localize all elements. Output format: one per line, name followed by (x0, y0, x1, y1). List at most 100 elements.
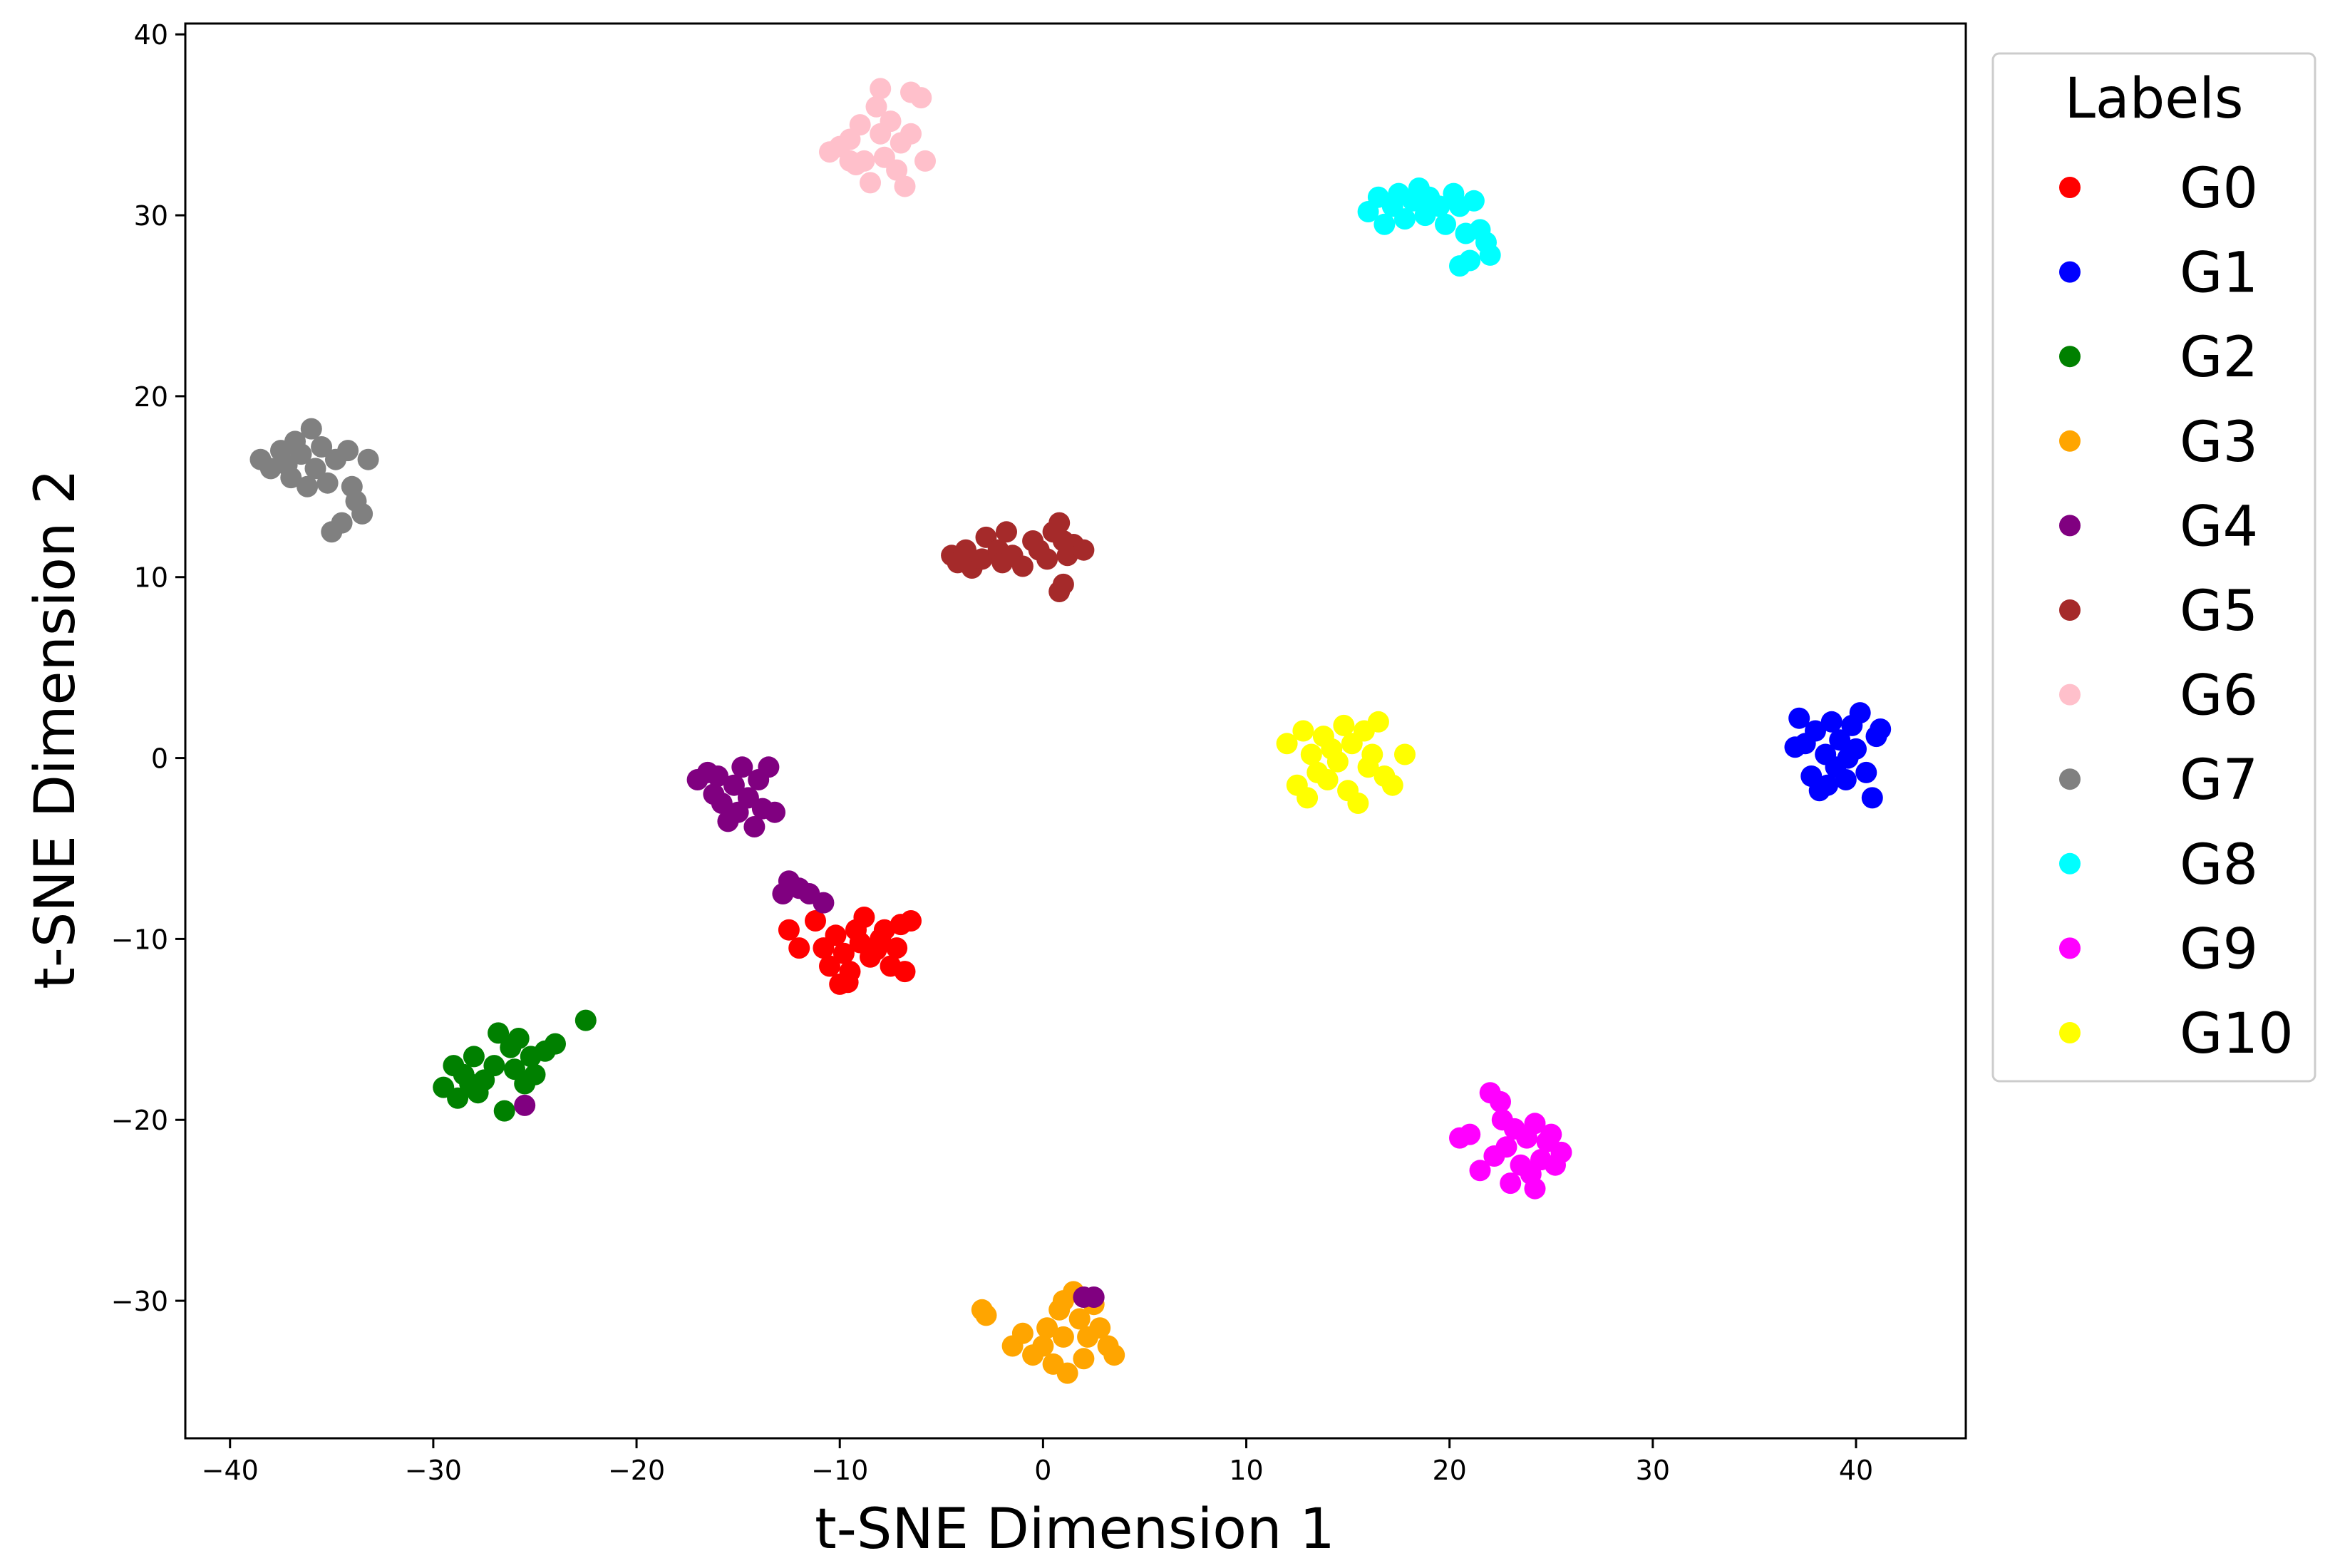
point-g0-19 (900, 910, 922, 932)
point-g3-19 (1052, 1290, 1074, 1312)
legend-marker-g0 (2059, 177, 2081, 198)
point-g6-15 (910, 87, 932, 109)
point-g3-10 (1056, 1362, 1078, 1384)
point-g4-4 (711, 793, 733, 814)
point-g5-20 (1052, 573, 1074, 595)
point-g2-9 (493, 1100, 515, 1122)
point-g8-10 (1428, 195, 1450, 217)
legend-label-g1: G1 (2180, 242, 2258, 306)
point-g1-9 (1835, 769, 1857, 790)
legend-label-g3: G3 (2180, 411, 2258, 475)
point-g5-10 (1011, 555, 1034, 577)
point-g3-18 (1103, 1344, 1125, 1366)
legend-label-g8: G8 (2180, 833, 2258, 897)
point-g0-14 (873, 919, 895, 941)
point-g0-0 (778, 919, 800, 941)
point-g4-14 (764, 801, 785, 823)
legend-marker-g5 (2059, 599, 2081, 621)
point-g9-5 (1490, 1090, 1511, 1113)
x-tick-label-7: 30 (1636, 1455, 1670, 1486)
point-g1-8 (1829, 729, 1851, 751)
point-g4-8 (731, 756, 753, 778)
point-g0-7 (833, 942, 855, 964)
legend: Labels G0 G1 G2 G3 G4 G5 G6 G7 G8 G9 G10 (1991, 52, 2316, 1083)
point-g1-0 (1788, 707, 1810, 729)
x-tick-label-3: −10 (811, 1455, 868, 1486)
point-g3-9 (1052, 1326, 1074, 1348)
point-g7-7 (297, 475, 319, 497)
x-tick-label-5: 10 (1229, 1455, 1263, 1486)
point-g7-18 (351, 502, 373, 525)
point-g10-16 (1361, 743, 1383, 765)
point-g9-17 (1550, 1141, 1572, 1163)
point-g4-10 (743, 816, 766, 837)
point-g8-15 (1463, 190, 1485, 212)
y-tick-label-5: 20 (134, 381, 168, 413)
point-g7-15 (337, 440, 359, 462)
x-axis-title: t-SNE Dimension 1 (815, 1497, 1335, 1562)
point-g6-6 (860, 172, 881, 194)
point-g9-19 (1491, 1109, 1513, 1131)
point-g2-12 (507, 1028, 530, 1049)
x-tick-label-4: 0 (1034, 1455, 1051, 1486)
point-g10-10 (1333, 714, 1355, 736)
point-g10-20 (1394, 743, 1416, 765)
point-g6-13 (894, 175, 916, 197)
point-g0-21 (865, 939, 887, 961)
point-g6-18 (870, 78, 892, 100)
point-g0-16 (886, 937, 908, 959)
x-tick-label-2: −20 (608, 1455, 665, 1486)
point-g10-2 (1292, 720, 1314, 742)
point-g6-10 (880, 110, 902, 133)
point-g1-18 (1817, 774, 1839, 796)
point-g10-17 (1367, 711, 1389, 733)
legend-marker-g4 (2059, 515, 2081, 537)
point-g0-4 (819, 955, 840, 977)
point-g0-18 (894, 961, 916, 983)
point-g4-22 (1083, 1286, 1105, 1308)
point-g0-20 (837, 971, 859, 994)
point-g9-6 (1495, 1136, 1517, 1158)
legend-marker-g2 (2059, 346, 2081, 368)
point-g0-5 (825, 924, 847, 947)
point-g6-17 (900, 123, 922, 145)
point-g1-6 (1820, 711, 1842, 733)
point-g10-4 (1300, 743, 1322, 765)
point-g6-11 (886, 159, 908, 181)
point-g8-2 (1373, 213, 1396, 235)
legend-marker-g8 (2059, 852, 2081, 875)
point-g7-19 (357, 448, 379, 470)
point-g10-9 (1326, 751, 1349, 773)
point-g9-7 (1500, 1172, 1522, 1195)
point-g0-11 (853, 907, 875, 928)
point-g2-2 (447, 1087, 469, 1109)
point-g8-5 (1394, 208, 1416, 230)
point-g5-2 (955, 539, 976, 561)
legend-marker-g9 (2059, 937, 2081, 959)
legend-frame (1991, 52, 2316, 1083)
legend-label-g9: G9 (2180, 917, 2258, 981)
point-g5-4 (971, 548, 993, 570)
point-g6-4 (849, 114, 871, 136)
x-tick-label-6: 20 (1433, 1455, 1467, 1486)
point-g10-7 (1316, 769, 1339, 790)
legend-label-g4: G4 (2180, 495, 2258, 559)
point-g3-5 (1032, 1335, 1054, 1357)
point-g7-11 (316, 472, 339, 494)
y-axis-ticks: −30 −20 −10 0 10 20 30 40 (111, 19, 185, 1317)
point-g7-8 (300, 418, 322, 440)
point-g3-6 (1036, 1317, 1058, 1339)
point-g8-20 (1459, 249, 1481, 272)
point-g2-8 (488, 1022, 510, 1044)
y-tick-label-1: −20 (111, 1105, 168, 1136)
point-g9-1 (1459, 1123, 1481, 1145)
point-g3-1 (975, 1304, 997, 1326)
point-g7-1 (259, 458, 282, 480)
x-tick-label-1: −30 (405, 1455, 462, 1486)
y-axis-title: t-SNE Dimension 2 (24, 469, 88, 989)
point-g10-3 (1297, 787, 1319, 809)
point-g4-6 (723, 774, 745, 796)
point-g3-16 (1089, 1317, 1111, 1339)
legend-label-g10: G10 (2180, 1002, 2294, 1066)
point-g7-6 (290, 443, 312, 465)
